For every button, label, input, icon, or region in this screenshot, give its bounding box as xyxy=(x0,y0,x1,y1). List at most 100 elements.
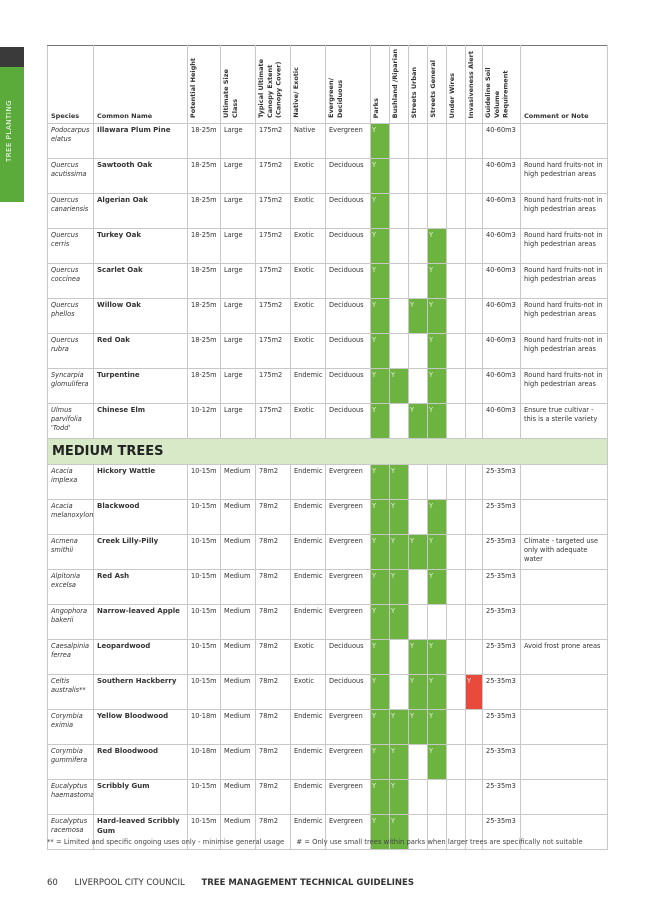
table-cell: Endemic xyxy=(290,709,326,746)
table-cell xyxy=(520,499,608,536)
table-cell xyxy=(446,604,466,641)
table-cell: Deciduous xyxy=(325,192,371,229)
table-cell: 175m2 xyxy=(255,122,291,159)
table-cell: Deciduous xyxy=(325,402,371,439)
table-cell: Medium xyxy=(220,639,256,676)
table-cell xyxy=(465,604,483,641)
table-row: Caesalpinia ferrea Leopardwood 10-15m Mediu… xyxy=(47,639,608,676)
table-cell: Turpentine xyxy=(93,367,188,404)
table-row: Quercus rubra Red Oak 18-25m Large 175m2 Exot… xyxy=(47,332,608,369)
table-cell: Y xyxy=(427,227,447,264)
table-cell xyxy=(408,122,428,159)
table-cell: Red Oak xyxy=(93,332,188,369)
column-header: Invasiveness Alert xyxy=(465,45,483,124)
table-cell: Evergreen xyxy=(325,499,371,536)
table-cell: Endemic xyxy=(290,367,326,404)
table-cell xyxy=(446,367,466,404)
table-row: Acacia implexa Hickory Wattle 10-15m Medium… xyxy=(47,464,608,501)
table-cell: 175m2 xyxy=(255,332,291,369)
side-tab xyxy=(0,67,24,202)
table-cell: Angophora bakerii xyxy=(47,604,94,641)
table-cell: Hickory Wattle xyxy=(93,464,188,501)
table-cell: 18-25m xyxy=(187,192,221,229)
table-cell: Corymbia gummifera xyxy=(47,744,94,781)
table-cell: 78m2 xyxy=(255,604,291,641)
table-cell xyxy=(408,262,428,299)
table-cell: Medium xyxy=(220,604,256,641)
table-cell: Y xyxy=(370,297,390,334)
table-cell: 25-35m3 xyxy=(482,569,521,606)
table-cell: 78m2 xyxy=(255,674,291,711)
column-header: Comment or Note xyxy=(520,45,608,124)
table-cell xyxy=(465,122,483,159)
table-cell: 40-60m3 xyxy=(482,297,521,334)
table-cell xyxy=(465,367,483,404)
table-cell: Y xyxy=(427,534,447,571)
table-cell: Y xyxy=(370,402,390,439)
table-row: Corymbia eximia Yellow Bloodwood 10-18m Med… xyxy=(47,709,608,746)
table-cell: 40-60m3 xyxy=(482,122,521,159)
table-cell: Quercus canariensis xyxy=(47,192,94,229)
table-cell: Hard-leaved Scribbly Gum xyxy=(93,814,188,851)
table-cell: Exotic xyxy=(290,157,326,194)
table-cell: Y xyxy=(427,262,447,299)
table-cell: 78m2 xyxy=(255,569,291,606)
table-cell: Deciduous xyxy=(325,157,371,194)
table-cell xyxy=(408,779,428,816)
table-cell: 40-60m3 xyxy=(482,367,521,404)
table-row: Quercus acutissima Sawtooth Oak 18-25m Larg… xyxy=(47,157,608,194)
table-row: Acmena smithii Creek Lilly-Pilly 10-15m Med… xyxy=(47,534,608,571)
column-header-text: Streets General xyxy=(429,60,437,118)
column-header: Guideline Soil Volume Requirement xyxy=(482,45,521,124)
table-cell: Narrow-leaved Apple xyxy=(93,604,188,641)
column-header: Common Name xyxy=(93,45,188,124)
table-row: Acacia melanoxylon Blackwood 10-15m Medium 7… xyxy=(47,499,608,536)
column-header-text: Native/ Exotic xyxy=(292,67,300,118)
column-header-text: Parks xyxy=(372,97,380,118)
column-header-text: Invasiveness Alert xyxy=(467,50,475,118)
column-header: Bushland /Riparian xyxy=(389,45,409,124)
table-cell: Y xyxy=(408,297,428,334)
table-cell: Y xyxy=(370,122,390,159)
table-cell: 40-60m3 xyxy=(482,262,521,299)
table-cell xyxy=(465,297,483,334)
table-cell xyxy=(427,157,447,194)
table-cell: Y xyxy=(370,674,390,711)
table-cell: Round hard fruits-not in high pedestrian… xyxy=(520,332,608,369)
table-cell: Y xyxy=(427,499,447,536)
table-cell: Y xyxy=(408,534,428,571)
table-cell: Y xyxy=(408,709,428,746)
table-cell: Leopardwood xyxy=(93,639,188,676)
table-cell xyxy=(389,262,409,299)
table-cell xyxy=(446,464,466,501)
header-row: Species Common Name Potential Height Ultima… xyxy=(47,45,608,124)
table-cell xyxy=(520,122,608,159)
table-cell: 78m2 xyxy=(255,744,291,781)
table-cell: Acacia implexa xyxy=(47,464,94,501)
table-cell xyxy=(465,192,483,229)
table-cell xyxy=(520,464,608,501)
table-cell: 78m2 xyxy=(255,779,291,816)
table-cell: Endemic xyxy=(290,779,326,816)
table-cell: 10-15m xyxy=(187,674,221,711)
table-cell: 18-25m xyxy=(187,227,221,264)
table-row: Quercus coccinea Scarlet Oak 18-25m Large 17… xyxy=(47,262,608,299)
table-cell: Southern Hackberry xyxy=(93,674,188,711)
table-cell xyxy=(408,464,428,501)
table-cell: Round hard fruits-not in high pedestrian… xyxy=(520,367,608,404)
organisation: LIVERPOOL CITY COUNCIL xyxy=(74,878,185,888)
table-cell xyxy=(465,332,483,369)
table-cell: Y xyxy=(427,569,447,606)
table-cell: Round hard fruits-not in high pedestrian… xyxy=(520,262,608,299)
table-cell: Eucalyptus haemastoma xyxy=(47,779,94,816)
table-cell xyxy=(389,122,409,159)
table-cell: Syncarpia glomulifera xyxy=(47,367,94,404)
table-row: Quercus phellos Willow Oak 18-25m Large 175m… xyxy=(47,297,608,334)
table-cell: Round hard fruits-not in high pedestrian… xyxy=(520,297,608,334)
table-cell: 18-25m xyxy=(187,297,221,334)
table-row: Eucalyptus haemastoma Scribbly Gum 10-15m M… xyxy=(47,779,608,816)
table-cell: Climate - targeted use only with adequat… xyxy=(520,534,608,571)
table-cell: Deciduous xyxy=(325,639,371,676)
table-cell: Y xyxy=(370,262,390,299)
table-cell: Large xyxy=(220,192,256,229)
